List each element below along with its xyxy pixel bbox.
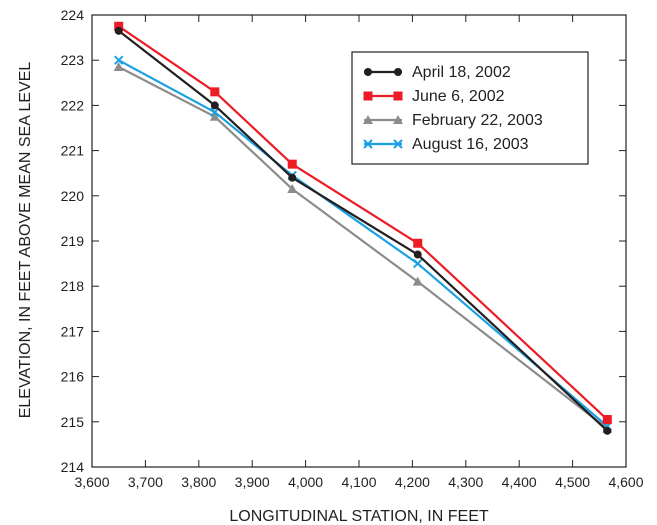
series-circle — [114, 26, 612, 435]
data-point — [210, 107, 220, 117]
data-point — [363, 115, 373, 124]
data-point-stroke — [113, 55, 124, 65]
legend-item: April 18, 2002 — [364, 64, 511, 81]
data-point — [114, 21, 124, 31]
legend-items: April 18, 2002 June 6, 2002 February 22, 2… — [363, 64, 543, 153]
data-point — [113, 61, 124, 71]
data-point — [393, 139, 403, 149]
data-point — [287, 184, 298, 194]
legend-label: February 22, 2003 — [412, 112, 543, 129]
x-tick-label: 4,200 — [395, 474, 430, 490]
data-point — [114, 26, 123, 35]
x-tick-label: 3,800 — [181, 474, 216, 490]
legend-label: June 6, 2002 — [412, 88, 505, 105]
legend-label: August 16, 2003 — [412, 136, 529, 153]
data-point — [393, 91, 403, 101]
data-point — [113, 55, 124, 65]
y-axis-title-group: ELEVATION, IN FEET ABOVE MEAN SEA LEVEL — [17, 62, 34, 419]
y-tick-label: 214 — [61, 459, 85, 475]
x-tick-label: 3,600 — [74, 474, 109, 490]
data-point — [209, 111, 220, 121]
y-tick-label: 224 — [61, 7, 85, 23]
data-point — [394, 68, 402, 76]
y-axis: 214 215 216 217 218 219 220 221 222 223 224 — [61, 7, 626, 475]
x-axis: 3,600 3,700 3,800 3,900 4,000 4,100 4,200 4,300… — [74, 15, 644, 490]
x-tick-label: 3,900 — [235, 474, 270, 490]
data-point — [412, 276, 423, 286]
data-point — [210, 87, 220, 97]
y-tick-label: 215 — [61, 414, 85, 430]
x-tick-label: 4,500 — [555, 474, 590, 490]
data-point — [393, 115, 403, 124]
legend-item: August 16, 2003 — [363, 136, 529, 153]
y-tick-label: 218 — [61, 278, 85, 294]
data-point — [288, 173, 297, 182]
x-axis-title: LONGITUDINAL STATION, IN FEET — [229, 508, 489, 525]
legend-box — [351, 51, 589, 165]
legend-item: June 6, 2002 — [363, 88, 505, 105]
y-tick-label: 219 — [61, 233, 85, 249]
x-tick-label: 4,300 — [448, 474, 483, 490]
legend-label: April 18, 2002 — [412, 64, 511, 81]
data-point — [602, 415, 612, 425]
y-tick-label: 216 — [61, 369, 85, 385]
x-tick-label: 4,100 — [341, 474, 376, 490]
y-tick-label: 222 — [61, 97, 85, 113]
legend-item: February 22, 2003 — [363, 112, 543, 129]
data-point — [363, 91, 373, 101]
x-tick-label: 3,700 — [128, 474, 163, 490]
data-point-stroke — [393, 139, 403, 149]
y-tick-label: 221 — [61, 143, 85, 159]
legend: April 18, 2002 June 6, 2002 February 22, 2… — [351, 51, 589, 165]
data-point — [413, 258, 423, 269]
x-tick-label: 4,600 — [608, 474, 643, 490]
y-axis-title: ELEVATION, IN FEET ABOVE MEAN SEA LEVEL — [17, 62, 34, 419]
data-point — [363, 139, 373, 149]
data-point-stroke — [210, 107, 220, 117]
data-point-stroke — [413, 258, 423, 269]
series-layer — [113, 21, 613, 435]
data-point — [413, 238, 423, 248]
x-tick-label: 4,000 — [288, 474, 323, 490]
data-point — [287, 159, 297, 169]
series-square — [114, 21, 612, 425]
y-tick-label: 223 — [61, 52, 85, 68]
y-tick-label: 220 — [61, 188, 85, 204]
data-point — [413, 250, 422, 259]
data-point — [364, 68, 372, 76]
y-tick-label: 217 — [61, 323, 85, 339]
data-point-stroke — [363, 139, 373, 149]
x-tick-label: 4,400 — [502, 474, 537, 490]
data-point — [603, 426, 612, 435]
data-point — [210, 101, 219, 110]
